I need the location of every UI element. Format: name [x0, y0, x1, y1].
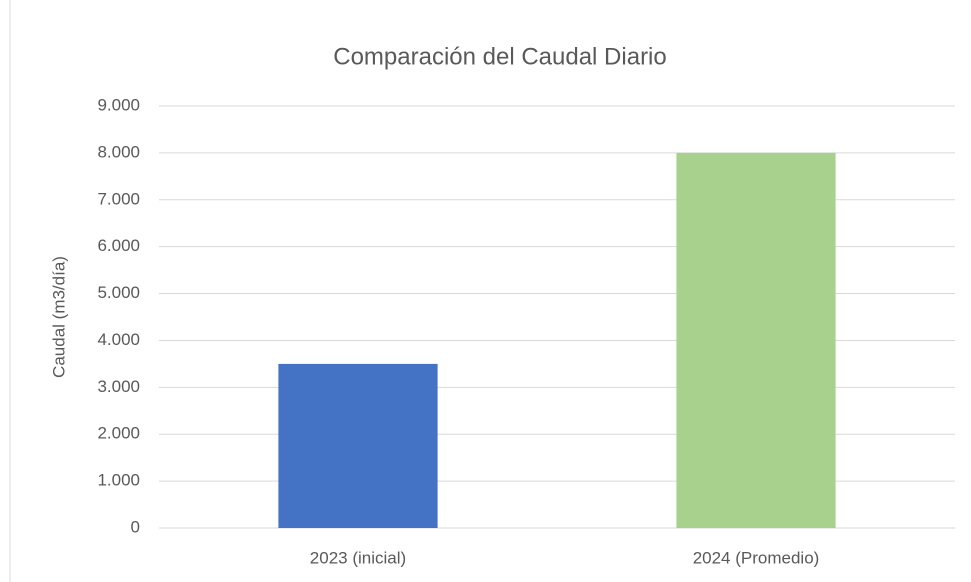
y-tick-label: 5.000	[97, 283, 140, 302]
y-tick-label: 9.000	[97, 95, 140, 114]
y-tick-label: 3.000	[97, 377, 140, 396]
y-tick-label: 6.000	[97, 236, 140, 255]
x-tick-label: 2023 (inicial)	[310, 548, 406, 567]
y-tick-label: 1.000	[97, 471, 140, 490]
y-tick-label: 4.000	[97, 330, 140, 349]
page: {"chart_data": {"type": "bar", "title": …	[0, 0, 971, 582]
chart-title: Comparación del Caudal Diario	[333, 43, 667, 70]
y-axis-label: Caudal (m3/día)	[49, 256, 68, 378]
x-tick-label: 2024 (Promedio)	[693, 548, 820, 567]
bar	[278, 364, 437, 528]
y-tick-label: 7.000	[97, 189, 140, 208]
chart: Comparación del Caudal Diario Caudal (m3…	[0, 0, 971, 582]
bar	[676, 153, 835, 528]
y-tick-label: 0	[131, 517, 140, 536]
y-tick-label: 2.000	[97, 424, 140, 443]
y-tick-label: 8.000	[97, 142, 140, 161]
